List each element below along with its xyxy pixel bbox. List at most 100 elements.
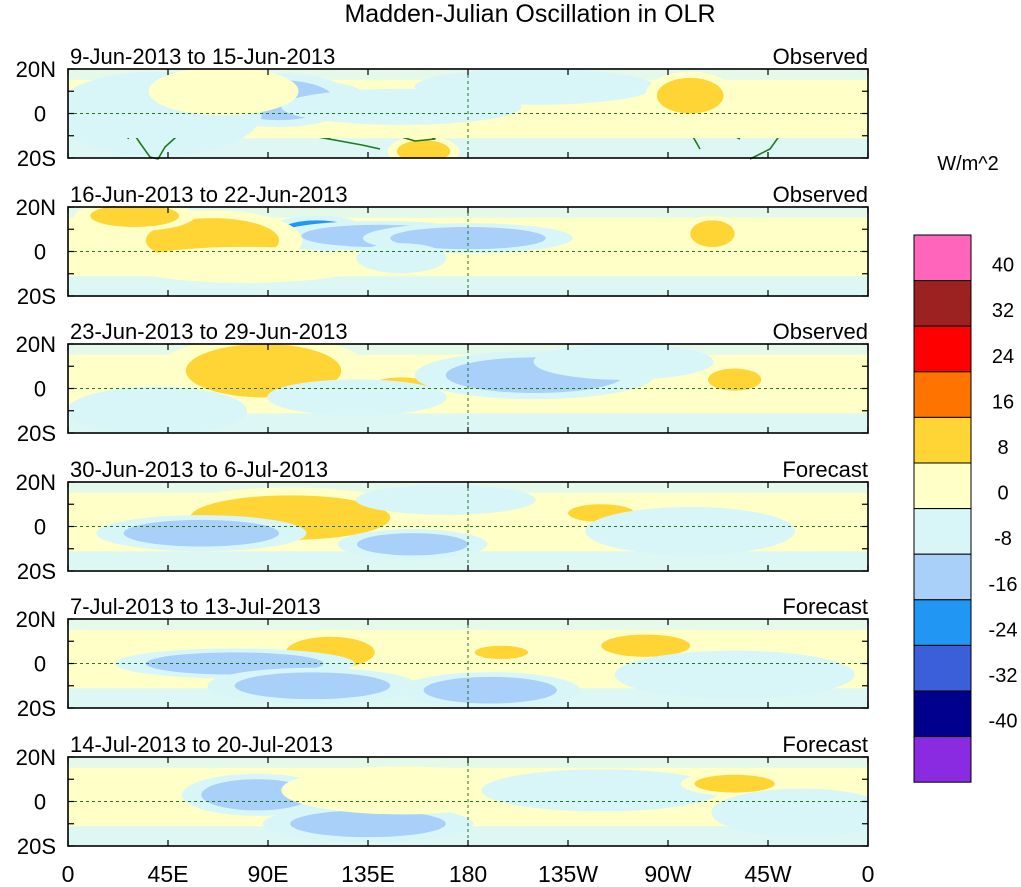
anomaly-cell	[556, 348, 691, 376]
anomaly-cell	[234, 672, 391, 700]
panel-period: 7-Jul-2013 to 13-Jul-2013	[70, 594, 321, 619]
x-tick-label: 90E	[248, 861, 289, 887]
colorbar-swatch	[913, 462, 972, 510]
y-label-south: 20S	[17, 696, 56, 721]
y-label-equator: 0	[34, 515, 46, 540]
anomaly-cell	[423, 676, 557, 704]
y-label-north: 20N	[16, 745, 56, 770]
colorbar-swatch	[913, 599, 972, 646]
anomaly-cell	[379, 488, 513, 511]
anomaly-cell	[656, 77, 724, 114]
y-label-north: 20N	[16, 607, 56, 632]
anomaly-cell	[694, 774, 775, 793]
anomaly-cell	[601, 634, 691, 657]
anomaly-cell	[734, 794, 868, 831]
anomaly-cell	[368, 247, 435, 270]
anomaly-cell	[474, 645, 528, 660]
colorbar-swatch	[913, 736, 972, 783]
x-tick-label: 90W	[644, 861, 692, 887]
colorbar-tick-label: -40	[989, 711, 1018, 733]
panel-period: 30-Jun-2013 to 6-Jul-2013	[70, 457, 328, 482]
y-label-north: 20N	[16, 195, 56, 220]
y-label-north: 20N	[16, 470, 56, 495]
panel-kind: Observed	[773, 182, 868, 207]
panel-period: 14-Jul-2013 to 20-Jul-2013	[70, 732, 333, 757]
anomaly-cell	[90, 207, 180, 228]
panel-3: 20N 0 20S 23-Jun-2013 to 29-Jun-2013 Observe…	[16, 319, 869, 446]
figure-title: Madden-Julian Oscillation in OLR	[344, 0, 715, 28]
y-label-south: 20S	[17, 421, 56, 446]
panel-kind: Forecast	[782, 457, 868, 482]
anomaly-cell	[90, 392, 224, 429]
panel-kind: Forecast	[782, 594, 868, 619]
colorbar-tick-label: -32	[989, 665, 1018, 687]
panel-kind: Observed	[773, 44, 868, 69]
colorbar-swatch	[913, 416, 972, 464]
colorbar-swatch	[913, 553, 972, 601]
anomaly-field	[68, 69, 868, 158]
x-tick-label: 45E	[148, 861, 189, 887]
y-label-north: 20N	[16, 332, 56, 357]
colorbar-swatch	[913, 234, 972, 282]
colorbar-swatch	[913, 508, 972, 555]
colorbar-tick-label: 24	[992, 346, 1014, 368]
x-tick-label: 180	[449, 861, 487, 887]
colorbar-tick-label: 16	[992, 391, 1014, 413]
colorbar-swatch	[913, 644, 972, 692]
colorbar-tick-label: 0	[997, 483, 1008, 505]
panel-period: 23-Jun-2013 to 29-Jun-2013	[70, 319, 348, 344]
colorbar-tick-label: 8	[997, 437, 1008, 459]
anomaly-cell	[168, 73, 280, 110]
y-label-equator: 0	[34, 240, 46, 265]
panel-kind: Forecast	[782, 732, 868, 757]
colorbar-tick-label: -8	[994, 528, 1012, 550]
x-tick-label: 135E	[341, 861, 395, 887]
colorbar-tick-label: 40	[992, 255, 1014, 277]
panel-6: 20N 0 20S 14-Jul-2013 to 20-Jul-2013 Forecas…	[16, 732, 869, 859]
colorbar-swatch	[913, 325, 972, 373]
anomaly-cell	[612, 513, 768, 549]
colorbar-swatch	[913, 690, 972, 738]
panel-period: 16-Jun-2013 to 22-Jun-2013	[70, 182, 348, 207]
x-tick-label: 45W	[744, 861, 792, 887]
x-tick-label: 0	[862, 861, 875, 887]
colorbar: W/m^2 40 32 24 16 8 0 -8 -16 -24 -32 -40	[913, 153, 1018, 783]
anomaly-cell	[645, 656, 824, 693]
colorbar-tick-label: -24	[989, 619, 1018, 641]
x-tick-label: 135W	[538, 861, 598, 887]
anomaly-cell	[512, 774, 691, 806]
y-label-south: 20S	[17, 834, 56, 859]
colorbar-swatch	[913, 280, 972, 327]
x-tick-label: 0	[62, 861, 75, 887]
x-axis: 0 45E 90E 135E 180 135W 90W 45W 0	[62, 861, 875, 887]
y-label-equator: 0	[34, 377, 46, 402]
anomaly-cell	[156, 251, 335, 279]
panel-period: 9-Jun-2013 to 15-Jun-2013	[70, 44, 335, 69]
panel-kind: Observed	[773, 319, 868, 344]
y-label-equator: 0	[34, 652, 46, 677]
anomaly-cell	[290, 810, 446, 838]
panels: 20N 0 20S 9-Jun-2013 to 15-Jun-2013 Observed…	[16, 44, 869, 859]
anomaly-cell	[312, 772, 491, 809]
panel-1: 20N 0 20S 9-Jun-2013 to 15-Jun-2013 Observed	[16, 44, 869, 171]
anomaly-cell	[396, 140, 451, 158]
colorbar-units: W/m^2	[937, 153, 999, 175]
anomaly-cell	[356, 533, 469, 556]
anomaly-cell	[290, 384, 424, 411]
panel-2: 20N 0 20S 16-Jun-2013 to 22-Jun-2013 Observe…	[16, 182, 869, 309]
y-label-north: 20N	[16, 57, 56, 82]
y-label-south: 20S	[17, 146, 56, 171]
panel-4: 20N 0 20S 30-Jun-2013 to 6-Jul-2013 Forecast	[16, 457, 869, 584]
colorbar-tick-label: 32	[992, 300, 1014, 322]
colorbar-swatch	[913, 371, 972, 418]
panel-5: 20N 0 20S 7-Jul-2013 to 13-Jul-2013 Forecast	[16, 594, 869, 721]
anomaly-cell	[690, 220, 735, 248]
y-label-south: 20S	[17, 559, 56, 584]
colorbar-tick-label: -16	[989, 574, 1018, 596]
anomaly-cell	[445, 73, 624, 101]
y-label-equator: 0	[34, 790, 46, 815]
anomaly-cell	[708, 368, 762, 391]
y-label-equator: 0	[34, 102, 46, 127]
anomaly-cell	[123, 519, 280, 547]
